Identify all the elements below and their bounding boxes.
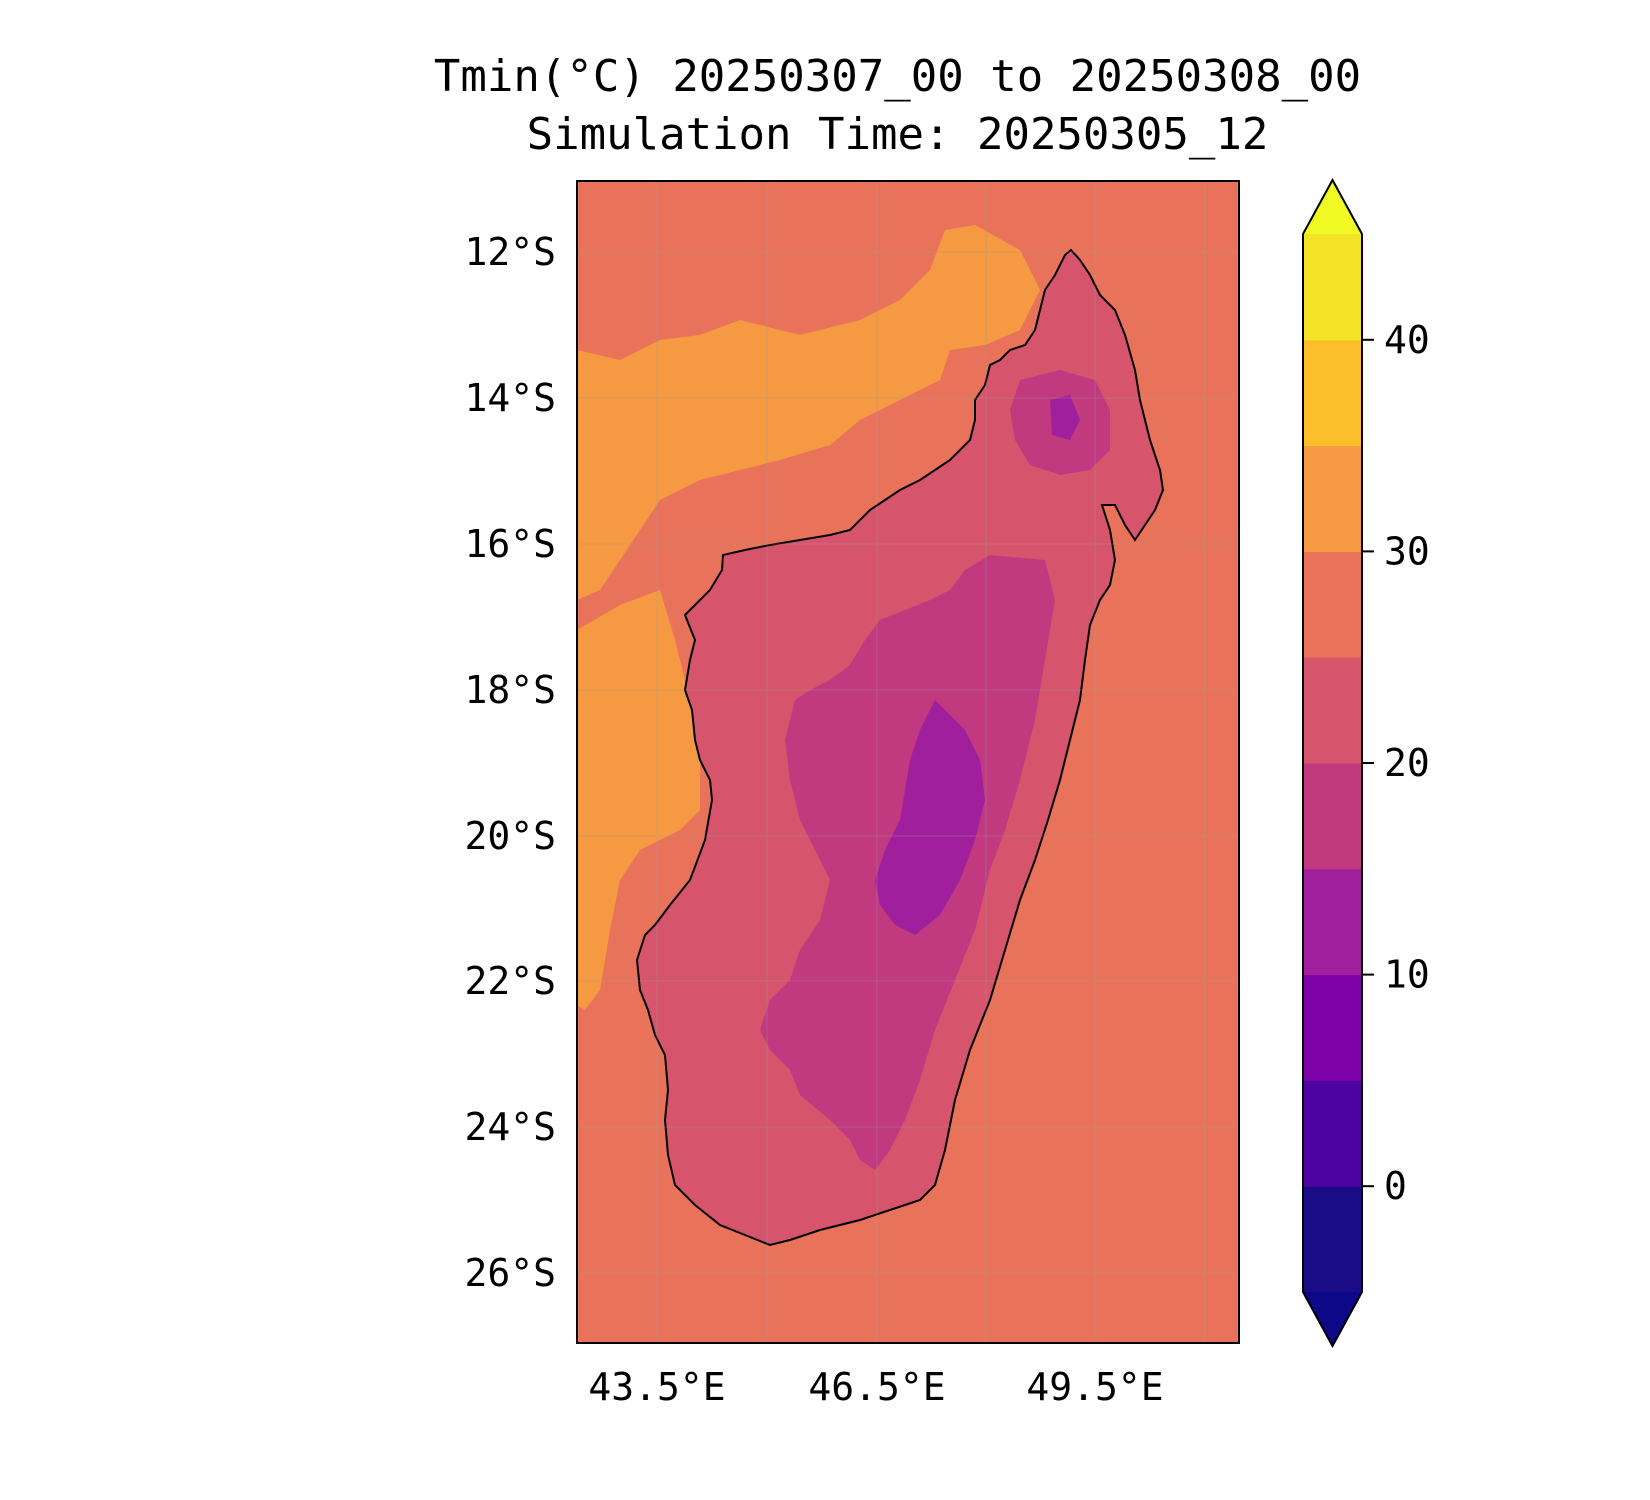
lon-axis: 43.5°E 46.5°E 49.5°E <box>588 1365 1163 1409</box>
colorbar-tick-label: 30 <box>1384 529 1430 573</box>
colorbar-band <box>1303 234 1362 341</box>
colorbar-extend-under <box>1303 1292 1362 1346</box>
colorbar <box>1302 177 1363 1349</box>
colorbar-band <box>1303 974 1362 1081</box>
lon-tick-label: 49.5°E <box>1026 1365 1163 1409</box>
colorbar-band <box>1303 763 1362 870</box>
lat-tick-label: 16°S <box>464 522 556 566</box>
warm-ocean-islet <box>577 405 605 455</box>
colorbar-band <box>1303 1080 1362 1187</box>
colorbar-band <box>1303 339 1362 447</box>
colorbar-band <box>1303 1186 1362 1293</box>
lat-tick-label: 14°S <box>464 376 556 420</box>
map-frame <box>576 180 1240 1344</box>
colorbar-band <box>1303 868 1362 976</box>
colorbar-ticks: 0 10 20 30 40 <box>1362 318 1430 1208</box>
warm-ocean-w <box>577 590 700 1010</box>
colorbar-extend-over <box>1303 180 1362 234</box>
land-band-10-15-small <box>1050 395 1080 440</box>
colorbar-tick-label: 0 <box>1384 1164 1407 1208</box>
colorbar-band <box>1303 445 1362 552</box>
lat-tick-label: 24°S <box>464 1105 556 1149</box>
colorbar-tick-label: 10 <box>1384 953 1430 997</box>
lat-tick-label: 18°S <box>464 668 556 712</box>
lat-tick-label: 22°S <box>464 959 556 1003</box>
map-title: Tmin(°C) 20250307_00 to 20250308_00 <box>433 51 1362 102</box>
map-plot-area <box>577 181 1239 1343</box>
lon-tick-label: 46.5°E <box>808 1365 945 1409</box>
map-subtitle: Simulation Time: 20250305_12 <box>526 109 1269 160</box>
lon-tick-label: 43.5°E <box>588 1365 725 1409</box>
colorbar-tick-label: 20 <box>1384 741 1430 785</box>
lat-axis: 12°S 14°S 16°S 18°S 20°S 22°S 24°S 26°S <box>464 230 556 1295</box>
colorbar-outline <box>1302 177 1363 1349</box>
land-band-10-15 <box>875 700 985 935</box>
lat-tick-label: 20°S <box>464 814 556 858</box>
colorbar-band <box>1303 657 1362 764</box>
colorbar-band <box>1303 551 1362 658</box>
warm-ocean-nw <box>577 225 1040 600</box>
lat-tick-label: 26°S <box>464 1251 556 1295</box>
gridlines <box>577 181 1239 1343</box>
colorbar-tick-label: 40 <box>1384 318 1430 362</box>
lat-tick-label: 12°S <box>464 230 556 274</box>
